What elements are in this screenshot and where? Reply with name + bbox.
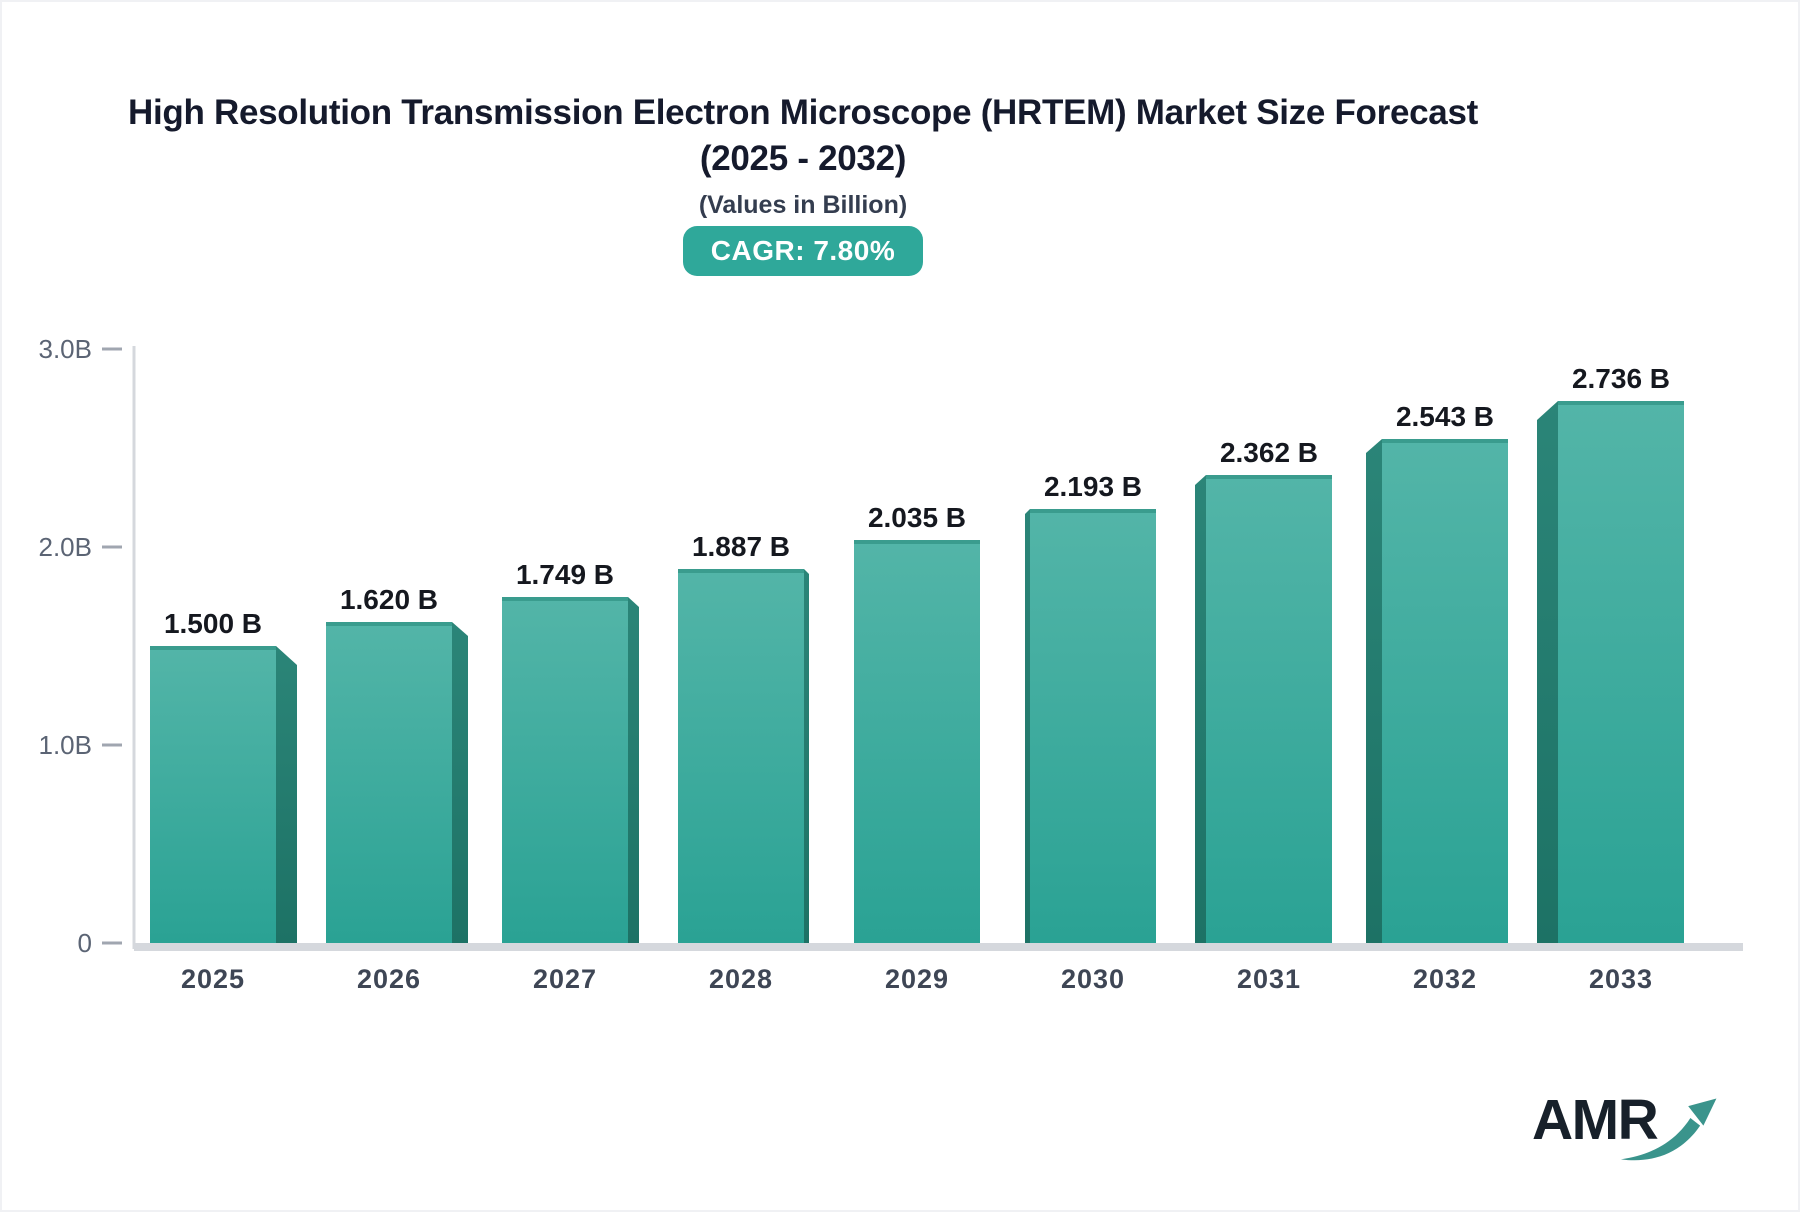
bar-2027 (502, 597, 628, 943)
bar-2031 (1206, 475, 1332, 943)
bar-value-label-2031: 2.362 B (1220, 437, 1318, 468)
bar-value-label-2032: 2.543 B (1396, 401, 1494, 432)
chart-subtitle: (Values in Billion) (698, 191, 908, 219)
cagr-badge: CAGR: 7.80% (682, 226, 924, 276)
growth-arrow-icon (1620, 1098, 1717, 1161)
bar-2033 (1558, 401, 1684, 943)
x-axis-year-label-2029: 2029 (885, 964, 949, 994)
bar-2028 (678, 569, 804, 943)
chart-title-line1: High Resolution Transmission Electron Mi… (128, 93, 1478, 132)
bar-value-label-2033: 2.736 B (1572, 363, 1670, 394)
bar-side-face-2026 (452, 622, 468, 943)
bar-top-edge-2025 (150, 646, 276, 650)
x-axis-year-label-2026: 2026 (357, 964, 421, 994)
bar-value-label-2026: 1.620 B (340, 584, 438, 615)
x-axis-year-label-2028: 2028 (709, 964, 773, 994)
y-tick-label: 2.0B (39, 532, 93, 562)
bar-side-face-2027 (628, 597, 639, 943)
bar-side-face-2033 (1537, 401, 1558, 943)
bar-side-face-2032 (1366, 439, 1382, 943)
bar-side-face-2025 (276, 646, 297, 943)
y-tick-label: 3.0B (39, 334, 93, 364)
bar-top-edge-2032 (1382, 439, 1508, 443)
bar-top-edge-2027 (502, 597, 628, 601)
amr-logo-text: AMR (1532, 1088, 1659, 1152)
bar-2029 (854, 540, 980, 943)
bar-side-face-2028 (804, 569, 809, 943)
x-axis-year-label-2025: 2025 (181, 964, 245, 994)
x-axis-year-label-2033: 2033 (1589, 964, 1653, 994)
chart-header: High Resolution Transmission Electron Mi… (0, 90, 1606, 276)
bar-top-edge-2033 (1558, 401, 1684, 405)
chart-title-line2: (2025 - 2032) (699, 139, 907, 178)
bar-2030 (1030, 509, 1156, 943)
bar-value-label-2029: 2.035 B (868, 502, 966, 533)
bar-top-edge-2026 (326, 622, 452, 626)
y-tick-label: 1.0B (39, 730, 93, 760)
x-axis-year-label-2027: 2027 (533, 964, 597, 994)
bar-value-label-2025: 1.500 B (164, 608, 262, 639)
x-axis-year-label-2032: 2032 (1413, 964, 1477, 994)
bar-side-face-2031 (1195, 475, 1206, 943)
x-axis-year-label-2031: 2031 (1237, 964, 1301, 994)
bar-value-label-2030: 2.193 B (1044, 471, 1142, 502)
bar-2026 (326, 622, 452, 943)
x-axis-baseline (134, 943, 1743, 951)
x-axis-year-label-2030: 2030 (1061, 964, 1125, 994)
bar-value-label-2027: 1.749 B (516, 559, 614, 590)
bar-2025 (150, 646, 276, 943)
bar-side-face-2030 (1025, 509, 1030, 943)
y-tick-label: 0 (78, 928, 92, 958)
amr-logo: AMR (1532, 1086, 1742, 1178)
bar-2032 (1382, 439, 1508, 943)
bar-top-edge-2028 (678, 569, 804, 573)
bar-top-edge-2031 (1206, 475, 1332, 479)
bar-top-edge-2029 (854, 540, 980, 544)
bar-value-label-2028: 1.887 B (692, 531, 790, 562)
bar-top-edge-2030 (1030, 509, 1156, 513)
